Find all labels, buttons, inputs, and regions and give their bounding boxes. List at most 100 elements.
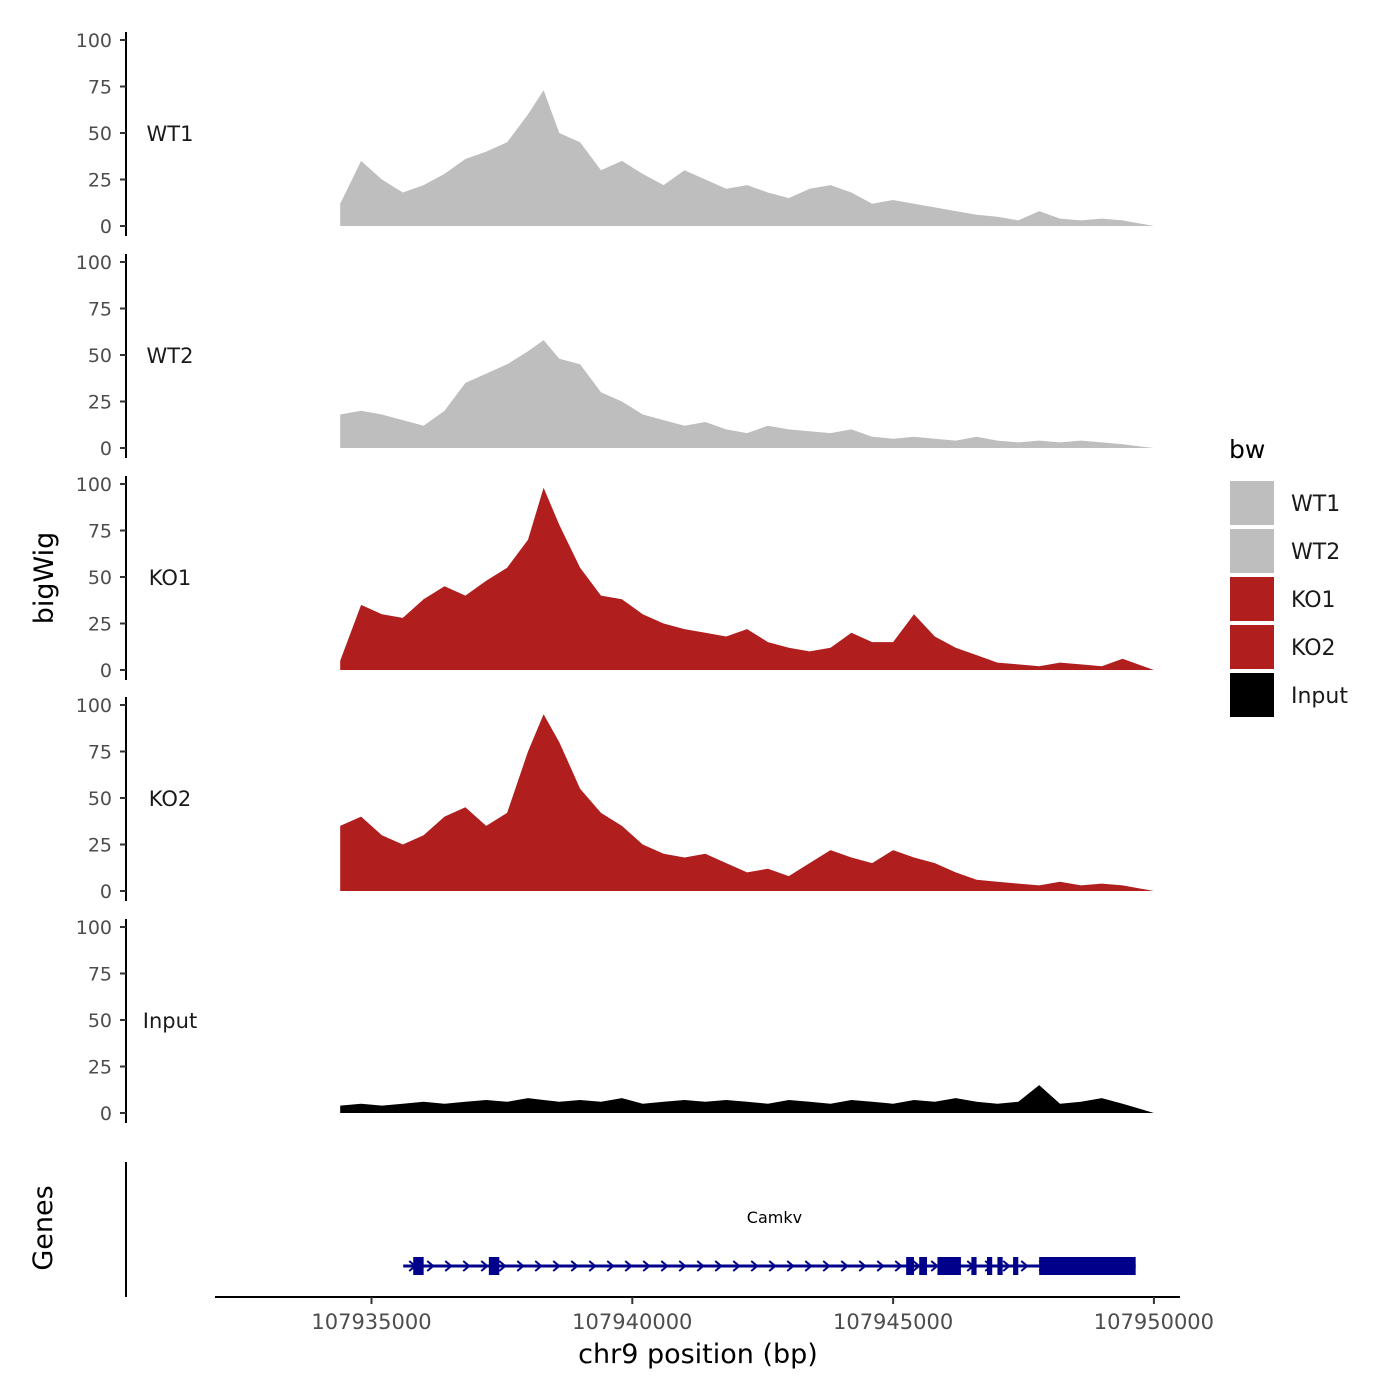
strand-arrow xyxy=(930,1260,939,1272)
strand-arrow xyxy=(1002,1260,1011,1272)
strand-arrow xyxy=(534,1260,543,1272)
gene-name: Camkv xyxy=(747,1208,802,1227)
gene-exon xyxy=(971,1257,977,1275)
y-tick-label: 100 xyxy=(76,695,112,717)
y-tick-label: 100 xyxy=(76,917,112,939)
strand-arrow xyxy=(750,1260,759,1272)
track-label: KO2 xyxy=(149,787,192,811)
legend-label: WT2 xyxy=(1291,540,1340,565)
strand-arrow xyxy=(606,1260,615,1272)
legend-label: KO1 xyxy=(1291,588,1336,613)
x-tick-label: 107935000 xyxy=(311,1310,431,1334)
y-tick-label: 75 xyxy=(88,742,112,764)
strand-arrow xyxy=(426,1260,435,1272)
legend-label: Input xyxy=(1291,684,1348,709)
x-tick-label: 107950000 xyxy=(1094,1310,1214,1334)
y-tick-label: 25 xyxy=(88,614,112,636)
track-label: WT1 xyxy=(147,122,194,146)
gene-exon xyxy=(937,1257,961,1275)
y-tick-label: 50 xyxy=(88,567,112,589)
strand-arrow xyxy=(516,1260,525,1272)
x-axis: 107935000 107940000 107945000 107950000 xyxy=(215,1296,1214,1334)
strand-arrow xyxy=(552,1260,561,1272)
gene-exon xyxy=(1039,1257,1136,1275)
gene-exon xyxy=(413,1257,424,1275)
strand-arrow xyxy=(804,1260,813,1272)
track-input: 0 25 50 75 100 Input xyxy=(76,917,1154,1125)
gene-exon xyxy=(997,1257,1003,1275)
strand-arrow xyxy=(876,1260,885,1272)
y-tick-label: 75 xyxy=(88,299,112,321)
genes-label: Genes xyxy=(28,1185,59,1270)
strand-arrow xyxy=(840,1260,849,1272)
y-tick-label: 50 xyxy=(88,1010,112,1032)
gene-exon xyxy=(906,1257,914,1275)
strand-arrow xyxy=(678,1260,687,1272)
legend-title: bw xyxy=(1229,435,1265,464)
gene-exon xyxy=(919,1257,928,1275)
legend-swatch xyxy=(1230,673,1274,717)
legend-swatch xyxy=(1230,481,1274,525)
y-tick-label: 25 xyxy=(88,170,112,192)
area-ko2 xyxy=(340,714,1154,891)
x-tick-label: 107940000 xyxy=(572,1310,692,1334)
y-tick-label: 50 xyxy=(88,345,112,367)
area-input xyxy=(340,1085,1154,1113)
legend-swatch xyxy=(1230,577,1274,621)
gene-exon xyxy=(987,1257,993,1275)
y-tick-label: 50 xyxy=(88,123,112,145)
strand-arrow xyxy=(732,1260,741,1272)
strand-arrow xyxy=(498,1260,507,1272)
strand-arrow xyxy=(696,1260,705,1272)
y-tick-label: 0 xyxy=(100,438,112,460)
track-label: Input xyxy=(143,1009,197,1033)
track-wt2: 0 25 50 75 100 WT2 xyxy=(76,252,1154,460)
y-tick-label: 75 xyxy=(88,964,112,986)
y-tick-label: 100 xyxy=(76,30,112,52)
track-panels: 0 25 50 75 100 WT1 0 25 50 75 100 WT2 0 25 50 75 100 KO1 0… xyxy=(76,30,1154,1125)
strand-arrow xyxy=(570,1260,579,1272)
y-tick-label: 25 xyxy=(88,1057,112,1079)
y-tick-label: 0 xyxy=(100,881,112,903)
track-label: KO1 xyxy=(149,566,192,590)
track-ko1: 0 25 50 75 100 KO1 xyxy=(76,474,1154,682)
y-tick-label: 25 xyxy=(88,835,112,857)
gene-exon xyxy=(1013,1257,1019,1275)
legend: bw WT1 WT2 KO1 KO2 Input xyxy=(1229,435,1348,717)
legend-label: KO2 xyxy=(1291,636,1336,661)
strand-arrow xyxy=(660,1260,669,1272)
area-wt1 xyxy=(340,90,1154,226)
legend-label: WT1 xyxy=(1291,492,1340,517)
area-ko1 xyxy=(340,487,1154,670)
y-tick-label: 0 xyxy=(100,1103,112,1125)
strand-arrow xyxy=(462,1260,471,1272)
y-tick-label: 0 xyxy=(100,216,112,238)
y-tick-label: 75 xyxy=(88,521,112,543)
strand-arrow xyxy=(444,1260,453,1272)
y-tick-label: 50 xyxy=(88,788,112,810)
gene-exon xyxy=(488,1257,500,1275)
y-tick-label: 75 xyxy=(88,77,112,99)
strand-arrow xyxy=(786,1260,795,1272)
strand-arrow xyxy=(714,1260,723,1272)
y-tick-label: 100 xyxy=(76,474,112,496)
strand-arrow xyxy=(822,1260,831,1272)
y-tick-label: 100 xyxy=(76,252,112,274)
strand-arrow xyxy=(1020,1260,1029,1272)
x-axis-title: chr9 position (bp) xyxy=(578,1339,818,1370)
area-wt2 xyxy=(340,340,1154,448)
strand-arrow xyxy=(480,1260,489,1272)
genes-track: Genes Camkv xyxy=(28,1162,1136,1297)
strand-arrow xyxy=(894,1260,903,1272)
strand-arrow xyxy=(624,1260,633,1272)
track-wt1: 0 25 50 75 100 WT1 xyxy=(76,30,1154,238)
track-ko2: 0 25 50 75 100 KO2 xyxy=(76,695,1154,903)
track-label: WT2 xyxy=(147,344,194,368)
strand-arrow xyxy=(642,1260,651,1272)
legend-swatch xyxy=(1230,625,1274,669)
y-tick-label: 25 xyxy=(88,392,112,414)
legend-swatch xyxy=(1230,529,1274,573)
y-axis-title: bigWig xyxy=(29,532,60,625)
strand-arrow xyxy=(858,1260,867,1272)
